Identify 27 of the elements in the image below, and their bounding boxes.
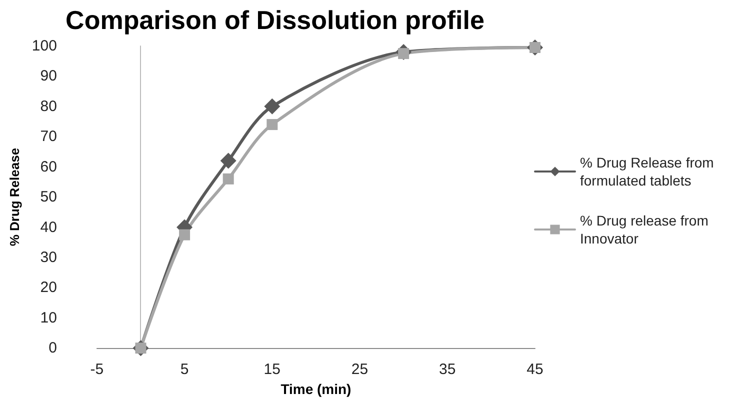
- x-axis-title: Time (min): [280, 381, 352, 397]
- legend-label: % Drug Release from formulated tablets: [580, 154, 718, 188]
- x-tick-label: 35: [439, 361, 456, 378]
- y-tick-label: 10: [40, 309, 57, 326]
- y-tick-label: 60: [40, 158, 57, 176]
- point: [222, 173, 234, 184]
- y-tick-label: 70: [40, 128, 57, 146]
- y-tick-label: 30: [40, 248, 57, 266]
- y-tick-label: 40: [40, 218, 57, 236]
- y-tick-label: 20: [40, 279, 57, 296]
- y-tick-label: 0: [48, 340, 57, 357]
- y-tick-label: 80: [40, 98, 57, 115]
- x-tick-label: 15: [264, 361, 280, 378]
- legend-label: % Drug release from Innovator: [580, 212, 712, 246]
- y-tick-label: 90: [40, 68, 57, 85]
- x-tick-label: 45: [526, 361, 544, 378]
- x-tick-label: -5: [90, 361, 104, 378]
- point: [264, 98, 280, 114]
- x-tick-label: 25: [351, 361, 368, 378]
- y-axis-title: % Drug Release: [7, 148, 22, 246]
- chart-title: Comparison of Dissolution profile: [66, 5, 484, 35]
- y-tick-label: 100: [32, 38, 57, 54]
- y-tick-label: 50: [40, 188, 57, 206]
- point: [179, 229, 190, 240]
- point: [220, 152, 236, 169]
- x-tick-label: 5: [180, 361, 189, 378]
- point: [266, 119, 278, 130]
